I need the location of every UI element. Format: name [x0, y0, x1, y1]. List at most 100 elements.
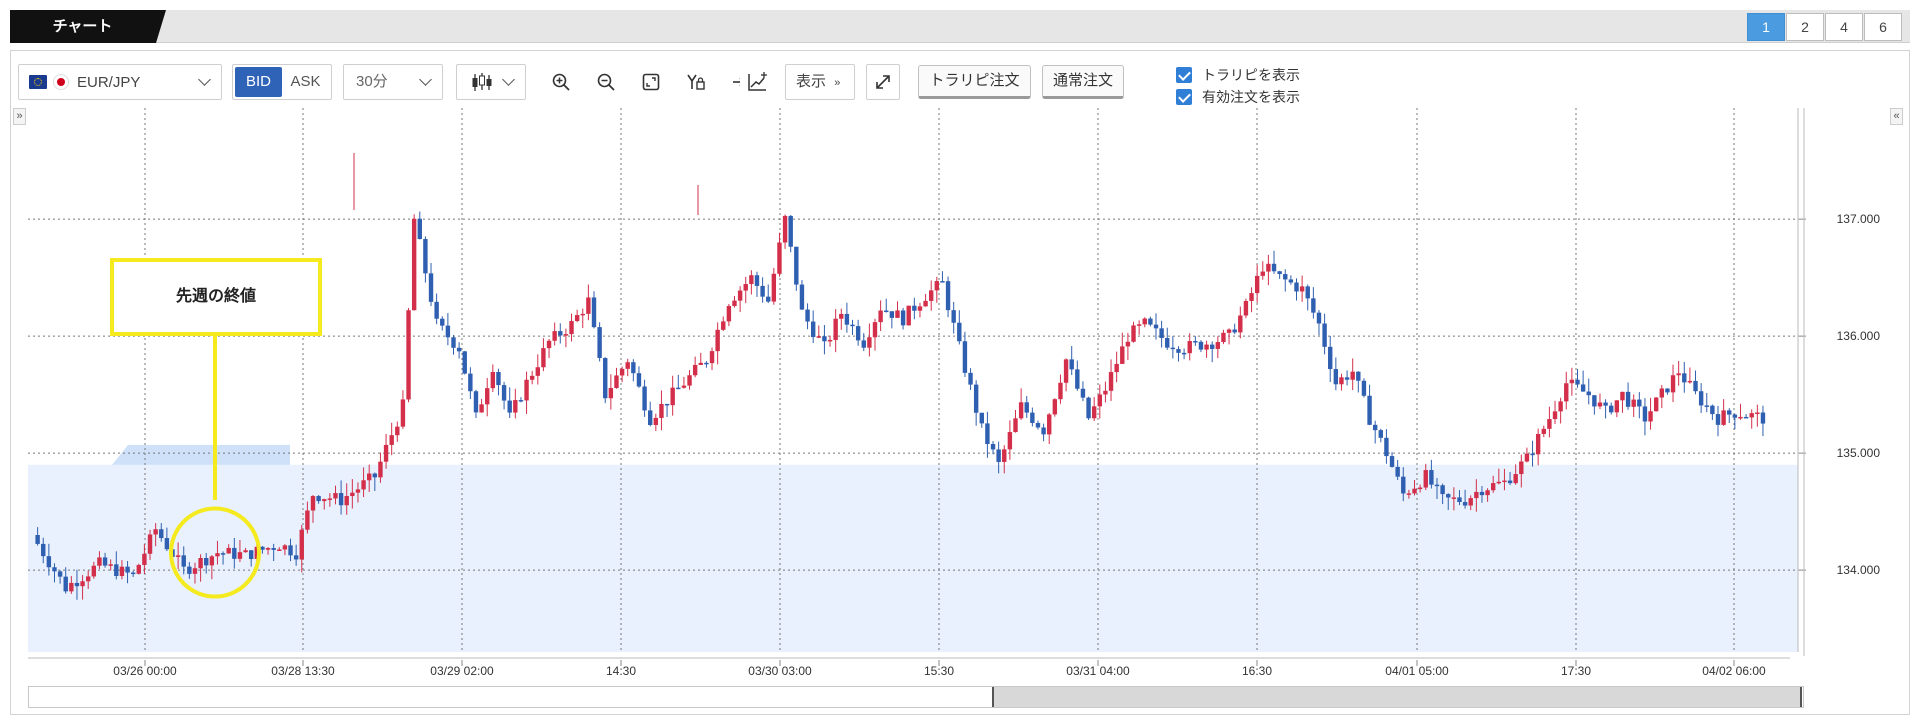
candle-body: [468, 373, 473, 392]
candle-body: [114, 564, 119, 577]
layout-1-button[interactable]: 1: [1747, 13, 1785, 41]
x-tick-label: 03/29 02:00: [430, 664, 494, 678]
candle-body: [164, 538, 170, 550]
candle-body: [350, 492, 355, 497]
candle-body: [810, 321, 816, 338]
fullscreen-button[interactable]: [866, 64, 900, 100]
candle-body: [1080, 388, 1086, 398]
candlestick-icon: [472, 73, 492, 91]
candle-body: [687, 375, 692, 386]
candle-body: [513, 400, 518, 413]
candle-body: [1378, 430, 1383, 438]
candle-body: [1727, 410, 1732, 415]
time-scrollbar[interactable]: [28, 686, 1804, 708]
candle-body: [344, 496, 349, 506]
normal-order-button[interactable]: 通常注文: [1042, 65, 1124, 99]
candle-body: [411, 218, 417, 311]
tab-bar: チャート 1 2 4 6: [10, 10, 1910, 43]
candle-body: [1474, 491, 1479, 499]
candle-body: [440, 318, 445, 326]
candle-body: [990, 444, 996, 450]
candle-body: [46, 556, 52, 568]
trailing-order-button[interactable]: トラリピ注文: [918, 65, 1031, 99]
candle-body: [102, 557, 108, 566]
display-menu-button[interactable]: 表示 »: [785, 64, 855, 100]
scrollbar-thumb[interactable]: [992, 687, 1802, 707]
bid-button[interactable]: BID: [235, 67, 282, 97]
candle-body: [52, 567, 57, 572]
layout-2-button[interactable]: 2: [1786, 13, 1824, 41]
candle-body: [1108, 372, 1114, 391]
candle-body: [125, 566, 130, 573]
candle-body: [923, 300, 928, 307]
candle-body: [1277, 271, 1282, 275]
candle-body: [1384, 437, 1389, 457]
candle-body: [1148, 318, 1153, 325]
candle-body: [1120, 346, 1125, 364]
candle-body: [1743, 416, 1749, 419]
candle-body: [383, 444, 389, 462]
candle-body: [1136, 324, 1142, 326]
candle-body: [524, 379, 529, 401]
candle-body: [664, 403, 670, 406]
candle-body: [108, 564, 113, 566]
layout-4-button[interactable]: 4: [1825, 13, 1863, 41]
show-trailing-checkbox[interactable]: トラリピを表示: [1176, 64, 1300, 86]
candle-body: [181, 555, 186, 567]
candle-body: [237, 552, 243, 559]
display-options: トラリピを表示 有効注文を表示: [1176, 64, 1300, 108]
y-tick-label: 136.000: [1837, 329, 1881, 343]
candle-body: [1676, 373, 1681, 376]
show-orders-checkbox[interactable]: 有効注文を表示: [1176, 86, 1300, 108]
candle-body: [1429, 470, 1434, 485]
candle-body: [546, 340, 552, 349]
zoom-out-icon[interactable]: [591, 65, 621, 99]
right-panel-toggle-icon[interactable]: «: [1890, 108, 1903, 125]
fit-screen-icon[interactable]: [636, 65, 666, 99]
candle-body: [1446, 494, 1451, 498]
chart-type-select[interactable]: [456, 64, 526, 100]
candle-body: [69, 582, 74, 592]
candle-body: [1271, 263, 1277, 272]
candle-body: [1305, 286, 1310, 299]
candle-body: [692, 364, 698, 376]
left-panel-toggle-icon[interactable]: »: [13, 108, 26, 125]
candle-body: [861, 340, 866, 348]
candle-body: [889, 311, 895, 318]
symbol-value: EUR/JPY: [77, 73, 141, 91]
candle-body: [310, 496, 316, 511]
candle-body: [1316, 312, 1322, 324]
candle-body: [1575, 379, 1580, 385]
candle-body: [597, 327, 602, 358]
candle-body: [529, 375, 535, 380]
candle-body: [204, 558, 209, 566]
candle-body: [1221, 332, 1226, 343]
interval-select[interactable]: 30分: [343, 64, 443, 100]
candle-body: [277, 549, 282, 551]
candle-body: [1603, 402, 1608, 406]
tab-chart[interactable]: チャート: [10, 10, 170, 43]
candle-body: [1294, 282, 1299, 292]
y-axis-lock-icon[interactable]: [681, 65, 711, 99]
candle-body: [507, 400, 512, 413]
candle-body: [900, 310, 906, 326]
candle-body: [1226, 329, 1232, 333]
candle-body: [372, 473, 378, 478]
symbol-select[interactable]: EUR/JPY: [18, 64, 222, 100]
layout-6-button[interactable]: 6: [1864, 13, 1902, 41]
candle-body: [1417, 487, 1423, 490]
candle-body: [136, 564, 141, 574]
y-tick-label: 135.000: [1837, 446, 1881, 460]
candle-body: [243, 550, 248, 553]
tab-chart-label: チャート: [52, 18, 113, 35]
trailing-range-band: [28, 464, 1798, 652]
candle-body: [833, 318, 838, 340]
candle-body: [209, 556, 215, 566]
add-indicator-icon: [748, 72, 767, 91]
zoom-in-icon[interactable]: [546, 65, 576, 99]
candle-body: [1339, 377, 1344, 385]
add-indicator-button[interactable]: [740, 64, 774, 100]
ask-button[interactable]: ASK: [290, 73, 321, 90]
candle-body: [648, 410, 653, 425]
